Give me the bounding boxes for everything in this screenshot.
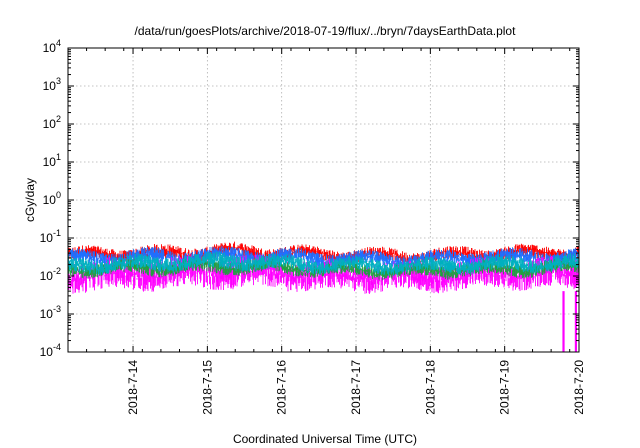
x-tick-labels: 2018-7-14 2018-7-15 2018-7-16 2018-7-17 2018…: [126, 360, 586, 415]
y-axis-label: cGy/day: [23, 178, 37, 222]
chart-title: /data/run/goesPlots/archive/2018-07-19/f…: [135, 24, 517, 38]
y-tick-label: 10-4: [40, 342, 61, 359]
y-tick-label: 10-2: [40, 266, 61, 283]
x-tick-label: 2018-7-20: [572, 360, 586, 415]
x-tick-label: 2018-7-15: [200, 360, 214, 415]
x-tick-label: 2018-7-18: [423, 360, 437, 415]
y-tick-label: 10-1: [40, 228, 61, 245]
grid: [68, 48, 579, 352]
x-axis-label: Coordinated Universal Time (UTC): [233, 432, 417, 446]
y-tick-label: 101: [43, 152, 61, 169]
y-tick-labels: 10-4 10-3 10-2 10-1 100 101 102 103 104: [40, 38, 61, 359]
x-tick-label: 2018-7-17: [349, 360, 363, 415]
y-tick-label: 10-3: [40, 304, 61, 321]
y-tick-label: 103: [43, 76, 61, 93]
y-tick-label: 100: [43, 190, 61, 207]
y-tick-label: 104: [43, 38, 61, 55]
x-tick-label: 2018-7-16: [275, 360, 289, 415]
y-tick-label: 102: [43, 114, 61, 131]
plot-series: [68, 241, 579, 352]
x-tick-label: 2018-7-14: [126, 360, 140, 415]
tick-marks: [67, 47, 580, 353]
x-tick-label: 2018-7-19: [498, 360, 512, 415]
